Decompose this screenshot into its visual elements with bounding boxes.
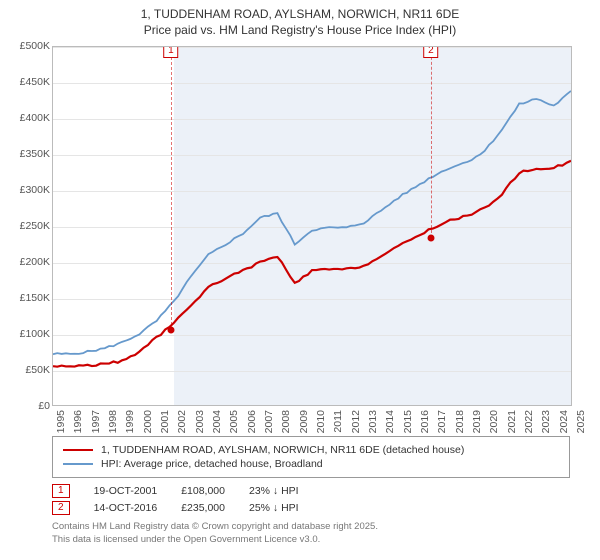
sale-marker-badge: 2 [52,501,70,515]
x-tick-label: 2022 [523,410,535,433]
x-tick-label: 2005 [228,410,240,433]
legend-swatch-1 [63,449,93,451]
sale-price: £108,000 [181,485,225,497]
x-tick-label: 2008 [280,410,292,433]
y-tick-label: £0 [8,400,50,412]
sale-date: 19-OCT-2001 [94,485,158,497]
sale-delta: 23% ↓ HPI [249,485,299,497]
x-tick-label: 2018 [454,410,466,433]
marker-dot [427,235,434,242]
x-tick-label: 2006 [246,410,258,433]
marker-guideline [171,47,172,329]
x-tick-label: 2014 [384,410,396,433]
x-tick-label: 1998 [107,410,119,433]
x-tick-label: 2000 [142,410,154,433]
y-tick-label: £200K [8,256,50,268]
marker-guideline [431,47,432,238]
x-tick-label: 2001 [159,410,171,433]
chart: £0 £50K £100K £150K £200K £250K £300K £350K £400… [8,42,578,432]
legend-row-price-paid: 1, TUDDENHAM ROAD, AYLSHAM, NORWICH, NR1… [63,444,559,456]
x-tick-label: 2023 [540,410,552,433]
license-line-2: This data is licensed under the Open Gov… [52,534,570,546]
y-tick-label: £450K [8,76,50,88]
plot-area: 12 [52,46,572,406]
y-tick-label: £350K [8,148,50,160]
line-series-svg [53,47,571,406]
x-tick-label: 2020 [488,410,500,433]
y-tick-label: £50K [8,364,50,376]
sale-row: 1 19-OCT-2001 £108,000 23% ↓ HPI [52,484,570,498]
y-tick-label: £300K [8,184,50,196]
marker-dot [167,326,174,333]
x-tick-label: 2009 [298,410,310,433]
y-tick-label: £500K [8,40,50,52]
x-tick-label: 1999 [124,410,136,433]
legend: 1, TUDDENHAM ROAD, AYLSHAM, NORWICH, NR1… [52,436,570,478]
title-line-1: 1, TUDDENHAM ROAD, AYLSHAM, NORWICH, NR1… [10,6,590,22]
x-tick-label: 2024 [558,410,570,433]
series-price_paid [53,161,571,367]
y-tick-label: £100K [8,328,50,340]
sale-date: 14-OCT-2016 [94,502,158,514]
legend-label-2: HPI: Average price, detached house, Broa… [101,458,323,470]
marker-badge: 2 [423,46,439,58]
x-tick-label: 2017 [436,410,448,433]
legend-swatch-2 [63,463,93,465]
chart-title: 1, TUDDENHAM ROAD, AYLSHAM, NORWICH, NR1… [0,0,600,42]
x-tick-label: 2003 [194,410,206,433]
license-line-1: Contains HM Land Registry data © Crown c… [52,521,570,533]
x-tick-label: 2004 [211,410,223,433]
sale-price: £235,000 [181,502,225,514]
x-tick-label: 2015 [402,410,414,433]
series-hpi [53,91,571,354]
x-tick-label: 2013 [367,410,379,433]
y-tick-label: £400K [8,112,50,124]
sale-rows: 1 19-OCT-2001 £108,000 23% ↓ HPI 2 14-OC… [52,484,570,515]
license-text: Contains HM Land Registry data © Crown c… [52,521,570,546]
x-tick-label: 2010 [315,410,327,433]
x-tick-label: 1996 [72,410,84,433]
x-tick-label: 2021 [506,410,518,433]
sale-delta: 25% ↓ HPI [249,502,299,514]
x-tick-label: 1997 [90,410,102,433]
x-tick-label: 2025 [575,410,587,433]
legend-row-hpi: HPI: Average price, detached house, Broa… [63,458,559,470]
y-tick-label: £150K [8,292,50,304]
x-tick-label: 2002 [176,410,188,433]
sale-row: 2 14-OCT-2016 £235,000 25% ↓ HPI [52,501,570,515]
y-tick-label: £250K [8,220,50,232]
legend-label-1: 1, TUDDENHAM ROAD, AYLSHAM, NORWICH, NR1… [101,444,464,456]
x-tick-label: 2019 [471,410,483,433]
x-tick-label: 2011 [332,410,344,433]
x-tick-label: 2016 [419,410,431,433]
sale-marker-badge: 1 [52,484,70,498]
marker-badge: 1 [163,46,179,58]
x-tick-label: 2007 [263,410,275,433]
x-tick-label: 2012 [350,410,362,433]
x-tick-label: 1995 [55,410,67,433]
title-line-2: Price paid vs. HM Land Registry's House … [10,22,590,38]
